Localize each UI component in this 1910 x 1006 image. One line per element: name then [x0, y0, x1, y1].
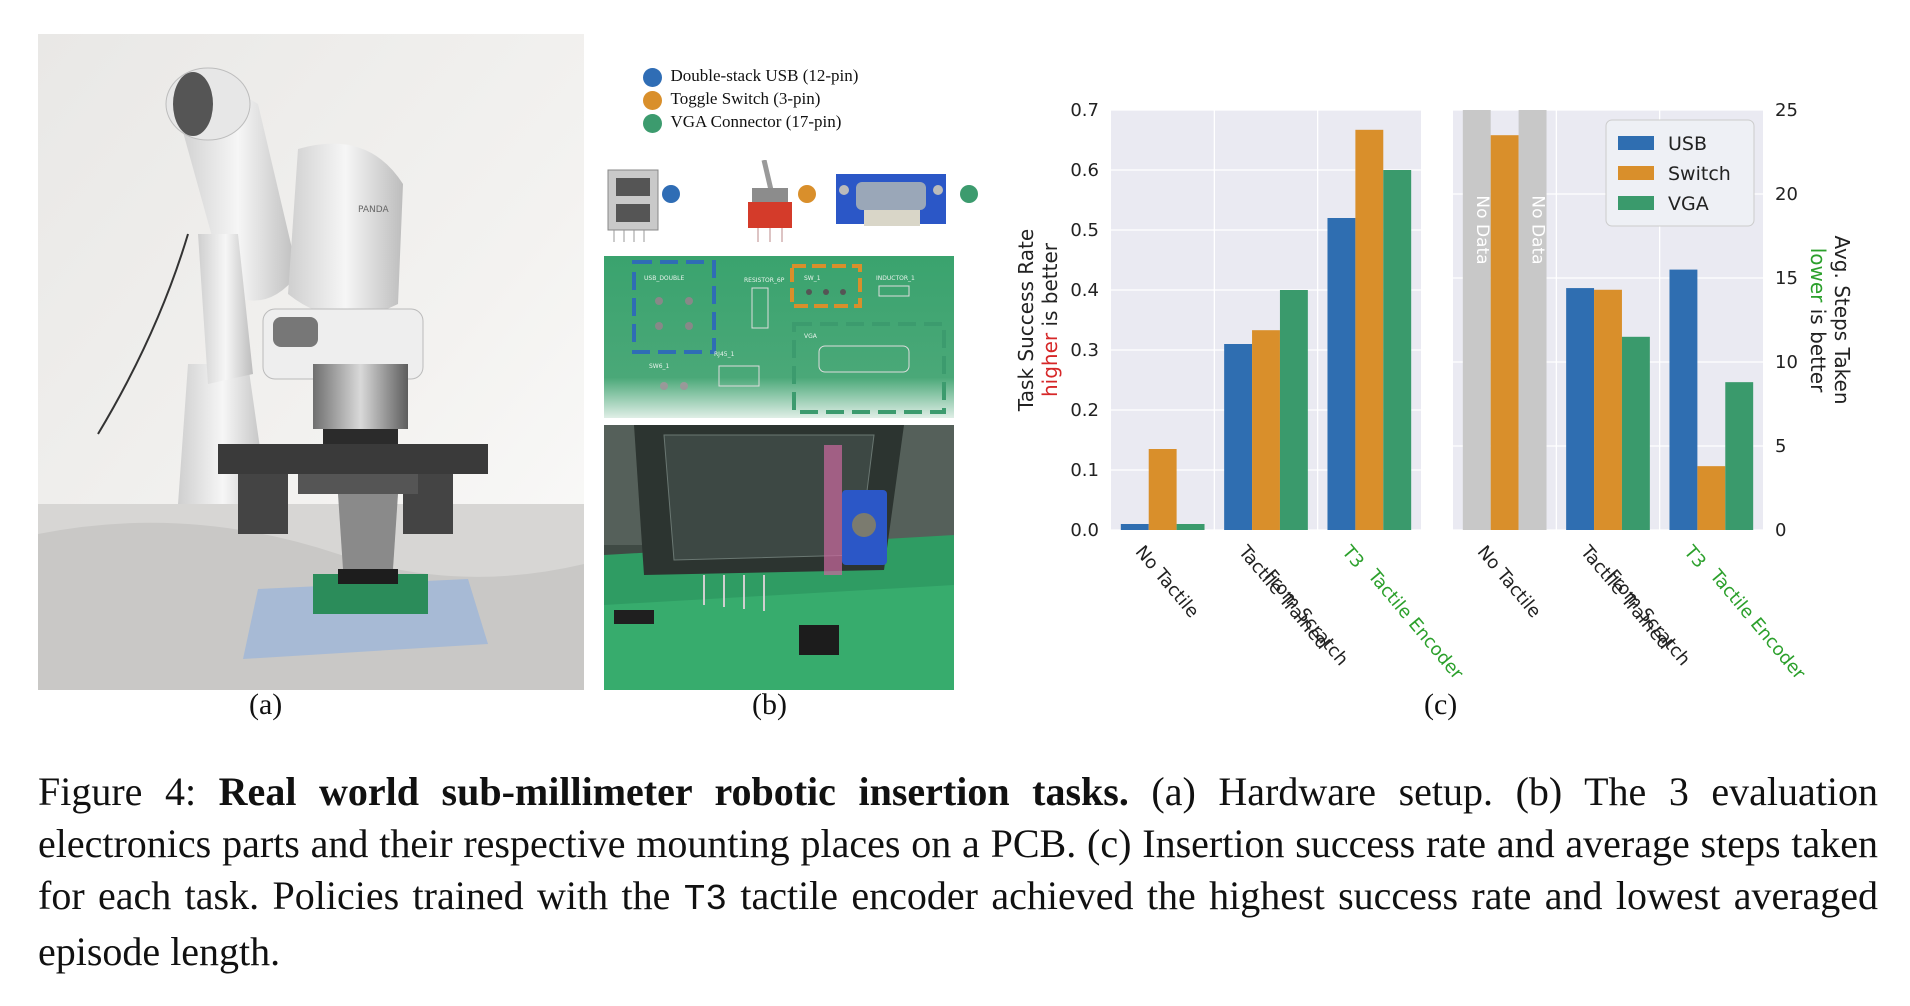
bar-vga [1279, 290, 1308, 530]
bar-switch [1355, 129, 1384, 531]
toggle-switch-image [748, 159, 792, 242]
bar-switch [1697, 466, 1726, 530]
legend-label-usb: USB [1668, 133, 1707, 155]
legend-dot-switch [643, 90, 662, 110]
legend-item-vga: VGA Connector (17-pin) [643, 110, 858, 133]
y-tick-label: 0.6 [1070, 160, 1099, 181]
panel-c-label: (c) [1424, 688, 1458, 721]
legend-label-vga: VGA [1668, 193, 1709, 215]
x-tick-label: From Scratch [1602, 566, 1694, 670]
no-data-label: No Data [1472, 195, 1492, 264]
y-tick-label: 0 [1775, 520, 1786, 541]
bar-vga [1176, 524, 1205, 530]
panel-a-label: (a) [249, 688, 283, 721]
bar-usb [1669, 269, 1698, 530]
y-axis-label-rest: is better [1038, 242, 1062, 326]
pcb-image: USB_DOUBLE RESISTOR_6P SW_1 INDUCTOR_1 V… [604, 256, 954, 418]
bar-usb [1120, 524, 1149, 530]
x-tick-label: No Tactile [1473, 542, 1545, 622]
y-axis-label-highlight: higher [1038, 327, 1062, 398]
bar-switch [1252, 330, 1280, 530]
bar-switch [1490, 135, 1519, 530]
no-data-label: No Data [1528, 195, 1548, 264]
y-tick-label: 10 [1775, 352, 1798, 373]
svg-text:INDUCTOR_1: INDUCTOR_1 [876, 275, 915, 282]
legend-label-switch: Switch [1668, 163, 1731, 185]
y-tick-label: 0.5 [1070, 220, 1099, 241]
svg-text:SW6_1: SW6_1 [649, 363, 670, 370]
x-tick-label: Tactile Encoder [1705, 565, 1810, 684]
bar-usb [1224, 344, 1253, 530]
chart-panel-c: 0.00.10.20.30.40.50.60.7No Tactile Tactil… [1014, 100, 1854, 684]
svg-text:RESISTOR_6P: RESISTOR_6P [744, 277, 785, 284]
panel-b-label: (b) [752, 688, 787, 721]
y-axis-label-line1: Task Success Rate [1014, 229, 1038, 412]
y-tick-label: 0.3 [1070, 340, 1099, 361]
caption-text-1: (a) Hardware setup. (b) The 3 evaluation… [38, 769, 1878, 918]
x-tick-label: T3 [1337, 541, 1368, 572]
photo-a-hardware-setup: PANDA [38, 34, 584, 690]
bar-usb [1566, 288, 1595, 530]
legend-swatch-usb [1618, 136, 1654, 150]
panda-logo-text: PANDA [358, 205, 390, 215]
vga-marker-dot [960, 185, 978, 203]
bar-vga [1383, 170, 1412, 530]
y-tick-label: 15 [1775, 268, 1798, 289]
y-tick-label: 0.1 [1070, 460, 1099, 481]
y-axis-label-line2: lower is better [1806, 248, 1830, 393]
y-tick-label: 25 [1775, 100, 1798, 121]
legend-dot-vga [643, 113, 662, 133]
x-tick-label: No Tactile [1131, 542, 1203, 622]
legend-item-usb: Double-stack USB (12-pin) [643, 64, 858, 87]
caption-title: Real world sub-millimeter robotic insert… [218, 769, 1129, 814]
parts-legend: Double-stack USB (12-pin) Toggle Switch … [643, 64, 858, 133]
y-axis-label-line1: Avg. Steps Taken [1830, 235, 1854, 404]
usb-connector-image [607, 169, 659, 242]
legend-swatch-vga [1618, 196, 1654, 210]
y-tick-label: 0.2 [1070, 400, 1099, 421]
svg-text:USB_DOUBLE: USB_DOUBLE [644, 275, 685, 282]
caption-t3-code: T3 [683, 879, 727, 920]
y-tick-label: 0.0 [1070, 520, 1099, 541]
svg-text:SW_1: SW_1 [804, 275, 821, 282]
no-data-bar [1518, 110, 1547, 530]
svg-text:RJ45_1: RJ45_1 [714, 351, 735, 358]
y-axis-label-rest: is better [1806, 309, 1830, 393]
insertion-closeup-photo [604, 425, 954, 690]
y-axis-label-line2: higher is better [1038, 242, 1062, 397]
svg-text:VGA: VGA [804, 333, 818, 340]
caption-figure-label: Figure 4: [38, 769, 197, 814]
x-tick-label: T3 [1679, 541, 1710, 572]
figure-caption: Figure 4: Real world sub-millimeter robo… [38, 766, 1878, 978]
bar-switch [1594, 289, 1622, 530]
usb-marker-dot [662, 185, 680, 203]
bar-usb [1327, 218, 1356, 530]
bar-vga [1621, 336, 1650, 530]
robot-arm-illustration: PANDA [38, 34, 584, 690]
parts-row [604, 159, 984, 250]
y-tick-label: 0.4 [1070, 280, 1099, 301]
no-data-bar [1462, 110, 1491, 530]
legend-item-switch: Toggle Switch (3-pin) [643, 87, 858, 110]
x-tick-label: Tactile Encoder [1363, 565, 1468, 684]
y-axis-label-highlight: lower [1806, 248, 1830, 309]
y-tick-label: 0.7 [1070, 100, 1099, 121]
y-tick-label: 20 [1775, 184, 1798, 205]
switch-marker-dot [798, 185, 816, 203]
caption-text-2: tactile encoder achieved the highest suc… [38, 873, 1879, 974]
x-tick-label: From Scratch [1260, 566, 1352, 670]
legend-swatch-switch [1618, 166, 1654, 180]
bar-switch [1148, 449, 1177, 530]
vga-connector-image [836, 174, 946, 226]
bar-vga [1725, 382, 1754, 530]
y-tick-label: 5 [1775, 436, 1786, 457]
legend-dot-usb [643, 67, 662, 87]
